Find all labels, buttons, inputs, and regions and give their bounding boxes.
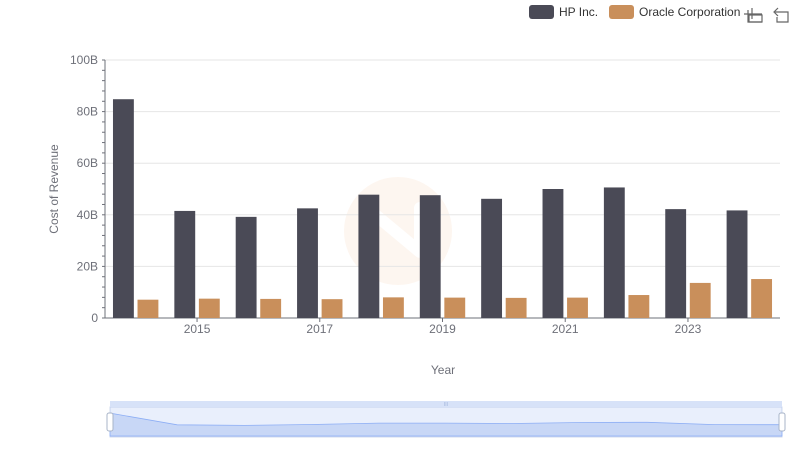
bar-hp-2019 [419,195,441,318]
data-zoom-top-bar[interactable] [110,401,782,407]
data-zoom-move-handle[interactable]: III [444,402,448,408]
bar-oracle-2022 [628,295,650,318]
legend-swatch-hp [529,5,554,19]
y-tick-label: 0 [91,311,98,325]
y-tick-label: 20B [77,259,98,273]
bar-hp-2017 [297,208,318,318]
bar-hp-2024 [726,210,748,318]
bar-hp-2021 [542,189,564,318]
data-zoom-preview-area [109,412,783,437]
y-tick-label: 40B [77,208,98,222]
restore-icon[interactable] [773,7,789,23]
bar-oracle-2020 [505,297,527,318]
legend-label-hp: HP Inc. [559,5,598,19]
bar-hp-2020 [481,198,503,318]
legend-item-oracle[interactable]: Oracle Corporation [609,5,740,19]
bar-hp-2022 [603,187,625,318]
bar-hp-2014 [112,99,134,318]
legend-label-oracle: Oracle Corporation [639,5,740,19]
bar-hp-2018 [358,194,380,318]
y-axis: 0 20B 40B 60B 80B 100B [70,53,106,325]
bar-oracle-2016 [260,298,282,318]
x-tick-label: 2019 [429,322,456,336]
legend-item-hp[interactable]: HP Inc. [529,5,598,19]
x-axis-title: Year [431,363,455,377]
x-tick-label: 2021 [552,322,579,336]
bar-oracle-2018 [382,297,404,318]
y-tick-label: 60B [77,156,98,170]
bar-oracle-2021 [567,297,588,318]
y-tick-label: 100B [70,53,98,67]
bar-oracle-2019 [444,297,466,318]
data-zoom-handle-right[interactable] [778,412,786,432]
bar-oracle-2023 [689,282,711,318]
data-zoom-selection [110,407,782,437]
y-axis-title: Cost of Revenue [47,144,61,234]
bar-oracle-2015 [198,298,220,318]
x-axis: 2015 2017 2019 2021 2023 [105,317,780,336]
data-zoom-handle-left[interactable] [106,412,114,432]
bar-oracle-2017 [321,299,343,318]
bar-hp-2015 [174,210,196,318]
bar-oracle-2024 [751,279,773,318]
x-tick-label: 2015 [184,322,211,336]
data-zoom-slider[interactable]: III [106,401,786,438]
x-tick-label: 2023 [675,322,702,336]
bar-series [112,99,773,318]
bar-oracle-2014 [137,299,159,318]
bar-hp-2016 [235,216,257,318]
y-tick-label: 80B [77,105,98,119]
bar-hp-2023 [665,209,687,318]
legend-swatch-oracle [609,5,634,19]
zoom-icon[interactable] [744,8,763,23]
legend: HP Inc. Oracle Corporation [529,5,740,19]
x-tick-label: 2017 [306,322,333,336]
